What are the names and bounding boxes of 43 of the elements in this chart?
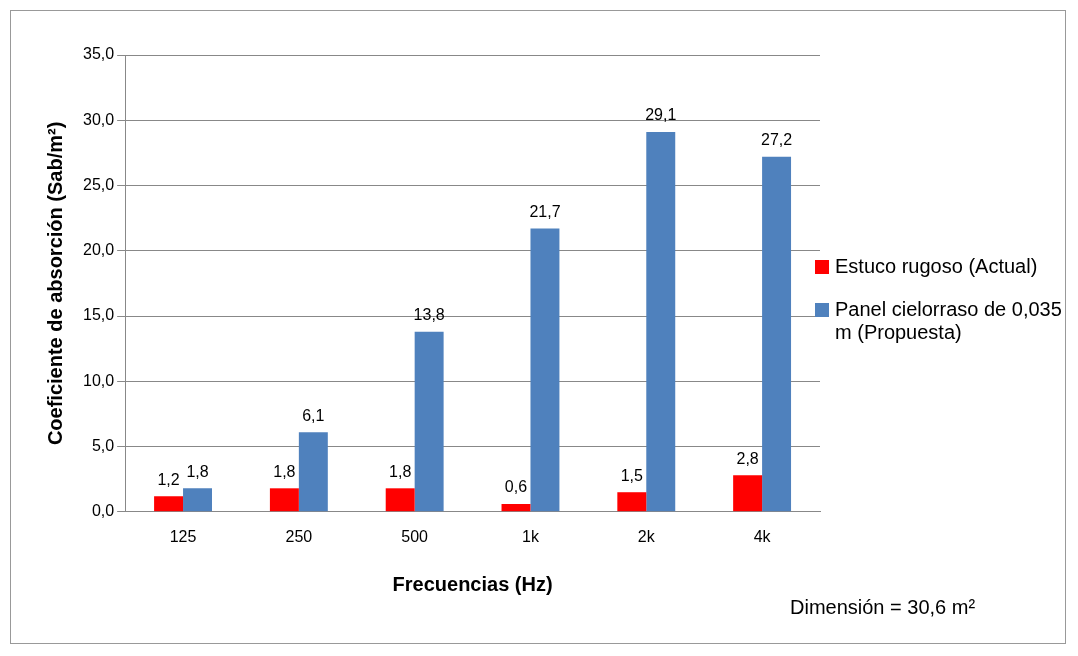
y-tick-label: 10,0: [83, 371, 115, 389]
y-tick-label: 25,0: [83, 175, 115, 193]
x-tick-label: 125: [169, 527, 197, 545]
bar: [530, 228, 560, 512]
text: Dimensión = 30,6 m²: [790, 596, 976, 619]
bar: [501, 503, 531, 512]
data-label: 1,5: [620, 466, 644, 484]
x-tick-label: 4k: [753, 527, 772, 545]
data-label: 1,8: [389, 462, 412, 480]
legend-label: Estuco rugoso (Actual): [835, 255, 1038, 278]
x-tick-label: 2k: [637, 527, 656, 545]
x-tick-label: 500: [401, 527, 429, 545]
bar: [183, 488, 212, 512]
y-tick-label: 20,0: [83, 241, 115, 259]
x-tick-label: 250: [285, 527, 313, 545]
y-tick-label: 15,0: [83, 306, 115, 324]
bar: [385, 488, 415, 512]
y-tick-label: 5,0: [91, 436, 115, 454]
bar: [269, 488, 299, 512]
bar: [646, 132, 676, 512]
data-label: 1,8: [273, 462, 296, 480]
bar: [154, 496, 184, 512]
data-label: 29,1: [645, 106, 677, 124]
data-label: 0,6: [504, 478, 528, 496]
x-tick-label: 1k: [522, 527, 540, 545]
data-label: 21,7: [529, 202, 561, 220]
legend-label: Panel cielorraso de 0,035 m (Propuesta): [835, 298, 1063, 344]
x-axis-title: Frecuencias (Hz): [392, 572, 553, 595]
bar: [414, 331, 444, 512]
data-label: 1,2: [157, 470, 180, 488]
data-label: 2,8: [736, 449, 759, 467]
y-axis-title: Coeficiente de absorción (Sab/m²): [43, 121, 66, 446]
data-label: 13,8: [413, 306, 445, 324]
bar: [762, 156, 792, 512]
data-label: 1,8: [186, 462, 209, 480]
data-label: 6,1: [302, 406, 325, 424]
y-tick-label: 0,0: [91, 502, 115, 520]
bar: [298, 432, 328, 512]
data-label: 27,2: [761, 131, 793, 149]
y-tick-label: 30,0: [83, 110, 115, 128]
y-tick-label: 35,0: [83, 45, 115, 63]
bar: [733, 475, 763, 512]
bar: [617, 492, 647, 512]
